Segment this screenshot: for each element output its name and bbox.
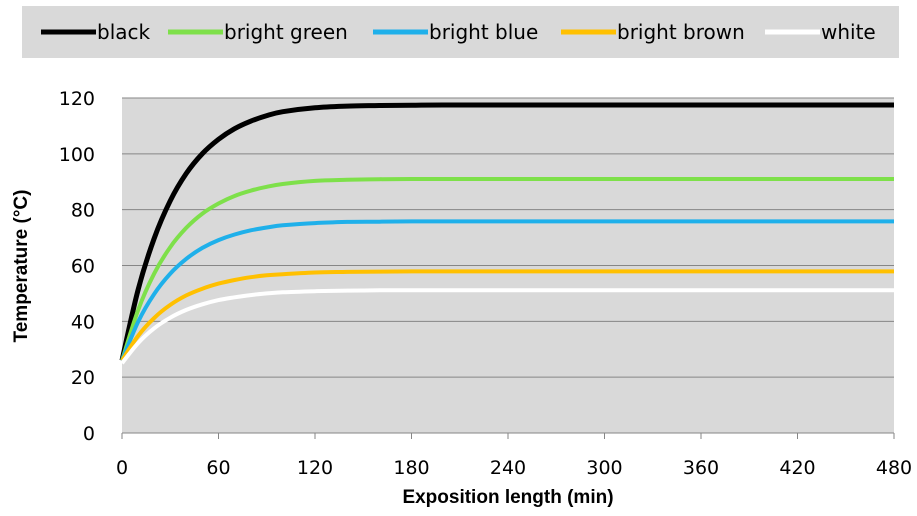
x-tick-label: 240 [490, 457, 526, 479]
y-tick-label: 100 [59, 144, 95, 166]
x-tick-label: 360 [683, 457, 719, 479]
x-tick-label: 120 [297, 457, 333, 479]
series-lines [119, 102, 894, 365]
x-tick-label: 180 [393, 457, 429, 479]
y-tick-label: 80 [71, 200, 95, 222]
y-tick-label: 40 [71, 311, 95, 333]
legend-label-bright-brown: bright brown [617, 20, 745, 44]
x-tick-label: 420 [779, 457, 815, 479]
series-line-black [119, 102, 894, 361]
series-line-bright-brown [120, 269, 894, 362]
x-tick-label: 0 [116, 457, 128, 479]
x-tick-label: 300 [586, 457, 622, 479]
y-tick-label: 0 [83, 423, 95, 445]
legend-label-bright-blue: bright blue [429, 20, 538, 44]
y-axis-ticks: 0 20 40 60 80 100 120 [59, 88, 95, 445]
legend: black bright green bright blue bright brown… [41, 20, 876, 44]
legend-label-bright-green: bright green [224, 20, 348, 44]
y-tick-label: 60 [71, 256, 95, 278]
series-line-white [120, 288, 894, 365]
x-tick-label: 60 [206, 457, 230, 479]
y-axis-title: Temperature (°C) [11, 190, 32, 343]
x-axis-ticks: 0 60 120 180 240 300 360 420 480 [116, 433, 912, 479]
gridlines [122, 97, 894, 378]
legend-label-black: black [97, 20, 151, 44]
x-axis-title: Exposition length (min) [402, 487, 613, 508]
y-tick-label: 20 [71, 367, 95, 389]
legend-label-white: white [821, 20, 876, 44]
series-line-bright-green [120, 176, 894, 362]
series-line-bright-blue [120, 219, 894, 362]
y-tick-label: 120 [59, 88, 95, 110]
x-tick-label: 480 [876, 457, 912, 479]
